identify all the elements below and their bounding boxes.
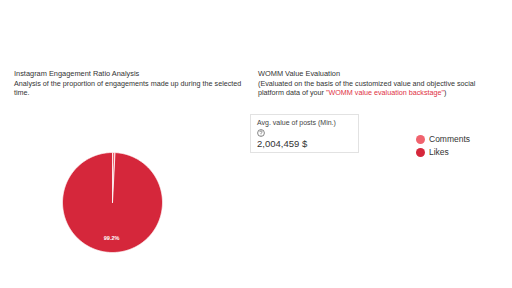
svg-text:99.2%: 99.2%	[104, 235, 120, 241]
html-text:Likes: Likes	[429, 147, 449, 157]
html-text:Avg. value of posts (Min.): Avg. value of posts (Min.)	[257, 119, 336, 126]
html-text:WOMM Value Evaluation: WOMM Value Evaluation	[258, 69, 340, 78]
html-text:(Evaluated on the basis of the: (Evaluated on the basis of the customize…	[258, 79, 476, 97]
html-text:Analysis of the proportion of: Analysis of the proportion of engagement…	[14, 79, 242, 97]
html-text:Instagram Engagement Ratio Ana: Instagram Engagement Ratio Analysis	[14, 69, 140, 78]
html-text:2,004,459 $: 2,004,459 $	[257, 138, 308, 149]
html-text:Comments: Comments	[429, 134, 471, 144]
